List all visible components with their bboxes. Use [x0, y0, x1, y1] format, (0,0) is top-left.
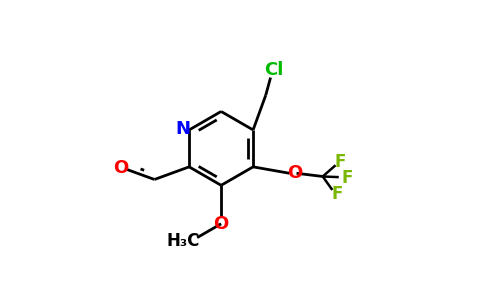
Text: F: F: [334, 153, 346, 171]
Text: O: O: [213, 215, 229, 233]
Text: O: O: [287, 164, 302, 181]
Text: O: O: [113, 159, 128, 177]
Text: N: N: [176, 120, 191, 138]
Text: Cl: Cl: [264, 61, 284, 79]
Text: F: F: [332, 185, 343, 203]
Text: F: F: [341, 169, 352, 187]
Text: H₃C: H₃C: [166, 232, 199, 250]
